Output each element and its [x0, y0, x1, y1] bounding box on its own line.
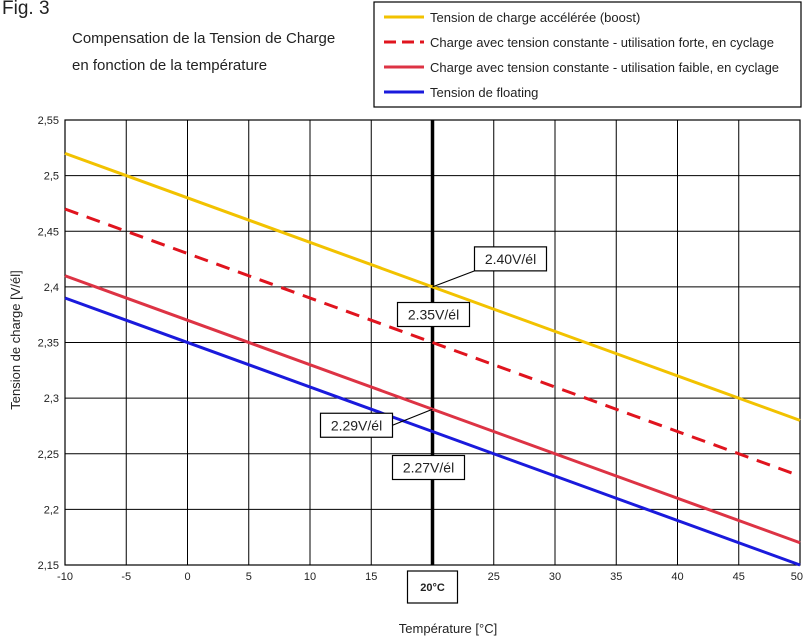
legend-entry-floating: Tension de floating	[430, 85, 538, 100]
chart-subtitle-line-2: en fonction de la température	[72, 57, 267, 74]
annotation-label: 2.29V/él	[331, 417, 382, 433]
annotation-label: 2.40V/él	[485, 251, 536, 267]
y-tick-label: 2,3	[44, 393, 59, 405]
annotation-leader	[432, 270, 475, 288]
x-tick-label: 10	[304, 571, 316, 583]
legend-entry-strong: Charge avec tension constante - utilisat…	[430, 35, 774, 50]
y-axis-title: Tension de charge [V/él]	[8, 270, 23, 409]
legend-entry-weak: Charge avec tension constante - utilisat…	[430, 60, 779, 75]
y-tick-label: 2,4	[44, 282, 59, 294]
x-tick-label: 15	[365, 571, 377, 583]
x-tick-label: 25	[488, 571, 500, 583]
x-axis-title: Température [°C]	[399, 621, 497, 636]
y-tick-label: 2,35	[38, 338, 59, 350]
x-tick-label: 30	[549, 571, 561, 583]
x-tick-label: -5	[121, 571, 131, 583]
annotation-box	[473, 246, 548, 272]
annotation-label: 2.35V/él	[408, 307, 459, 323]
y-tick-label: 2,5	[44, 171, 59, 183]
x-tick-label: 40	[671, 571, 683, 583]
x-tick-label: 45	[733, 571, 745, 583]
annotation-box	[396, 301, 471, 328]
x-tick-label: 50	[791, 571, 803, 583]
x-tick-label: -10	[57, 571, 73, 583]
y-tick-label: 2,55	[38, 115, 59, 127]
legend-box	[373, 1, 802, 108]
y-tick-label: 2,2	[44, 504, 59, 516]
x-tick-label: 0	[184, 571, 190, 583]
annotation-label: 2.27V/él	[403, 460, 454, 476]
y-tick-label: 2,45	[38, 226, 59, 238]
chart-subtitle-line-1: Compensation de la Tension de Charge	[72, 30, 335, 47]
y-tick-label: 2,25	[38, 449, 59, 461]
series-line-floating	[64, 296, 801, 567]
reference-label-box	[406, 570, 459, 604]
plot-area: 2,55 2,5 2,45 2,4 2,35 2,3 2,25 2,2 2,15-10 -5 0 5 1…	[38, 115, 803, 604]
x-tick-label: 35	[610, 571, 622, 583]
y-tick-label: 2,15	[38, 560, 59, 572]
figure-label: Fig. 3	[2, 0, 50, 19]
series-line-strong	[64, 207, 801, 478]
legend-entry-boost: Tension de charge accélérée (boost)	[430, 10, 640, 25]
x-tick-label: 5	[246, 571, 252, 583]
annotation-box	[319, 412, 394, 438]
x-tick-label-reference: 20°C	[420, 582, 445, 594]
annotation-box	[391, 454, 466, 481]
annotation-leader	[392, 408, 433, 426]
legend: Tension de charge accélérée (boost) Charg…	[373, 1, 802, 108]
